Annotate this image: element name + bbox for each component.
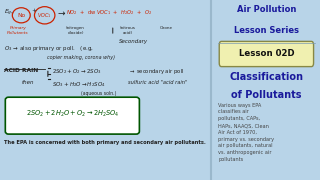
Text: (nitrous
acid): (nitrous acid) [120,26,136,35]
Text: (nitrogen
dioxide): (nitrogen dioxide) [66,26,85,35]
Text: $VOC_1$: $VOC_1$ [37,11,52,20]
Text: Primary
Pollutants: Primary Pollutants [7,26,29,35]
Text: of Pollutants: of Pollutants [231,90,302,100]
Text: $\rightarrow$: $\rightarrow$ [56,9,67,18]
FancyBboxPatch shape [219,41,314,67]
Text: $2SO_2 + O_2 \rightarrow 2SO_3$: $2SO_2 + O_2 \rightarrow 2SO_3$ [52,68,102,76]
Text: ACID RAIN: ACID RAIN [4,68,38,73]
Text: $E_g$,: $E_g$, [4,8,14,18]
Text: Lesson Series: Lesson Series [234,26,299,35]
Text: Ozone: Ozone [159,26,172,30]
Text: Various ways EPA
classifies air
pollutants, CAPs,
HAPs, NAAQS, Clean
Air Act of : Various ways EPA classifies air pollutan… [218,103,274,162]
Text: $SO_3 + H_2O \rightarrow H_2SO_4$: $SO_3 + H_2O \rightarrow H_2SO_4$ [52,80,106,89]
FancyBboxPatch shape [5,97,140,134]
Text: then: then [21,80,34,85]
Text: Lesson 02D: Lesson 02D [239,49,294,58]
Text: $NO_2$  +  dw $VOC_1$  +  $H_2O_2$  +  $O_2$: $NO_2$ + dw $VOC_1$ + $H_2O_2$ + $O_2$ [66,8,152,17]
Text: +: + [31,8,37,13]
Text: Classification: Classification [229,72,303,82]
Text: Air Pollution: Air Pollution [237,5,296,14]
Text: Secondary: Secondary [119,39,148,44]
Text: $\rightarrow$ secondary air poll: $\rightarrow$ secondary air poll [128,68,184,76]
Text: (aqueous soln.): (aqueous soln.) [81,91,116,96]
Text: $2SO_2 + 2H_2O + O_2 \rightarrow 2H_2SO_4$: $2SO_2 + 2H_2O + O_2 \rightarrow 2H_2SO_… [26,109,119,119]
Text: The EPA is concerned with both primary and secondary air pollutants.: The EPA is concerned with both primary a… [4,140,206,145]
Text: sulfuric acid "acid rain": sulfuric acid "acid rain" [128,80,187,85]
Text: No: No [17,13,25,18]
Text: copier making, corona why): copier making, corona why) [47,55,115,60]
Text: $O_3 \rightarrow$ also primary or poll.   (e.g,: $O_3 \rightarrow$ also primary or poll. … [4,44,94,53]
